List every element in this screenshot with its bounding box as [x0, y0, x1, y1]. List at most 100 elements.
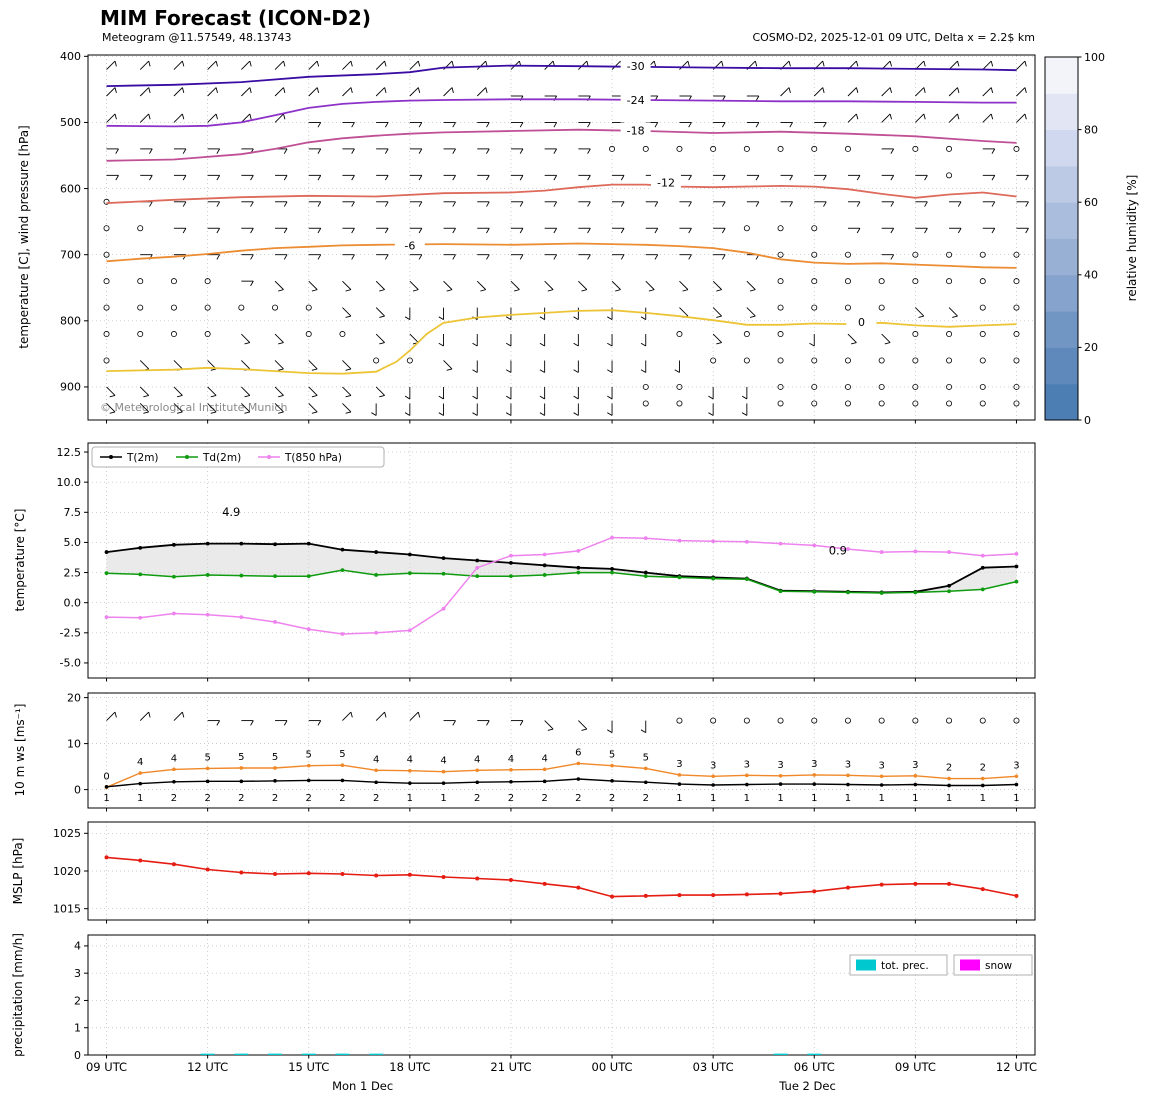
svg-text:4: 4 [541, 753, 547, 764]
svg-text:09 UTC: 09 UTC [895, 1060, 936, 1074]
svg-text:5: 5 [204, 752, 210, 763]
svg-text:-24: -24 [627, 94, 645, 107]
svg-text:1: 1 [912, 793, 918, 804]
svg-text:7.5: 7.5 [64, 506, 82, 519]
svg-text:-2.5: -2.5 [60, 627, 81, 640]
svg-text:3: 3 [676, 759, 682, 770]
svg-text:20: 20 [67, 691, 81, 704]
svg-text:0: 0 [103, 771, 109, 782]
x-axis-labels: 09 UTC 12 UTC 15 UTC 18 UTC 21 UTC 00 UTC 03 U… [86, 1060, 1037, 1093]
svg-text:1025: 1025 [53, 827, 81, 840]
series-wind max [106, 762, 1017, 788]
series-Td(2m) [106, 569, 1017, 594]
svg-text:09 UTC: 09 UTC [86, 1060, 127, 1074]
svg-text:2: 2 [204, 793, 210, 804]
svg-text:Td(2m): Td(2m) [202, 452, 241, 464]
svg-text:-5.0: -5.0 [60, 657, 81, 670]
svg-text:1: 1 [845, 793, 851, 804]
svg-text:1: 1 [878, 793, 884, 804]
svg-text:5: 5 [339, 749, 345, 760]
svg-text:40: 40 [1084, 269, 1098, 282]
panel-mslp: 1015 1020 1025 [53, 821, 1036, 924]
svg-text:10: 10 [67, 737, 81, 750]
svg-text:1: 1 [980, 793, 986, 804]
svg-text:2: 2 [339, 793, 345, 804]
svg-text:100: 100 [1084, 51, 1105, 64]
svg-text:0: 0 [74, 783, 81, 796]
svg-text:03 UTC: 03 UTC [693, 1060, 734, 1074]
svg-text:2: 2 [373, 793, 379, 804]
svg-text:3: 3 [1013, 760, 1019, 771]
svg-text:2: 2 [980, 763, 986, 774]
panel-upper-air: 400 500 600 700 800 900 -30 -24 -18 -12 -6 0 [60, 50, 1036, 424]
svg-text:0: 0 [1084, 414, 1091, 427]
svg-text:21 UTC: 21 UTC [490, 1060, 531, 1074]
svg-text:3: 3 [811, 759, 817, 770]
svg-text:2: 2 [609, 793, 615, 804]
svg-text:900: 900 [60, 381, 81, 394]
svg-text:3: 3 [912, 760, 918, 771]
contour--30 [106, 64, 1017, 87]
page-title: MIM Forecast (ICON-D2) [100, 6, 371, 30]
svg-text:1: 1 [676, 793, 682, 804]
svg-text:1: 1 [1013, 793, 1019, 804]
svg-text:5: 5 [306, 750, 312, 761]
contour--12 [106, 183, 1017, 204]
svg-text:6: 6 [575, 747, 581, 758]
svg-text:1: 1 [710, 793, 716, 804]
svg-text:Mon 1 Dec: Mon 1 Dec [332, 1079, 393, 1093]
annotation-4.9: 4.9 [222, 505, 240, 519]
svg-text:1: 1 [407, 793, 413, 804]
svg-text:T(2m): T(2m) [126, 452, 159, 464]
svg-text:Tue 2 Dec: Tue 2 Dec [778, 1079, 836, 1093]
svg-text:400: 400 [60, 50, 81, 63]
page-subtitle: Meteogram @11.57549, 48.13743 [102, 31, 292, 44]
panel-precipitation: 0 1 2 3 4 tot. prec. snow [74, 934, 1036, 1062]
svg-text:4: 4 [474, 754, 480, 765]
svg-text:3: 3 [74, 967, 81, 980]
svg-text:2: 2 [575, 793, 581, 804]
svg-text:06 UTC: 06 UTC [794, 1060, 835, 1074]
svg-text:0.0: 0.0 [64, 596, 82, 609]
series-mslp [106, 856, 1017, 898]
svg-text:18 UTC: 18 UTC [389, 1060, 430, 1074]
svg-text:600: 600 [60, 182, 81, 195]
svg-text:3: 3 [744, 759, 750, 770]
svg-text:15 UTC: 15 UTC [288, 1060, 329, 1074]
svg-text:12 UTC: 12 UTC [187, 1060, 228, 1074]
svg-text:3: 3 [710, 760, 716, 771]
dewpoint-spread-fill [106, 543, 1017, 593]
svg-text:T(850 hPa): T(850 hPa) [284, 452, 342, 464]
svg-text:2: 2 [508, 793, 514, 804]
svg-text:2: 2 [946, 763, 952, 774]
annotation-0.9: 0.9 [829, 543, 847, 557]
svg-text:1020: 1020 [53, 865, 81, 878]
svg-text:snow: snow [985, 960, 1013, 972]
contour-0 [106, 309, 1017, 375]
svg-text:4: 4 [407, 755, 413, 766]
svg-text:700: 700 [60, 248, 81, 261]
svg-text:00 UTC: 00 UTC [592, 1060, 633, 1074]
svg-text:4: 4 [508, 754, 514, 765]
svg-text:5.0: 5.0 [64, 536, 82, 549]
svg-text:3: 3 [845, 759, 851, 770]
svg-text:3: 3 [878, 760, 884, 771]
contour--6 [106, 242, 1017, 269]
colorbar-humidity: 0 20 40 60 80 100 [1044, 51, 1105, 427]
svg-text:1015: 1015 [53, 902, 81, 915]
svg-text:12.5: 12.5 [57, 446, 82, 459]
panel-temperature: 12.510.07.55.02.50.0-2.5-5.0T(2m) Td(2m) T… [57, 442, 1036, 682]
svg-text:2: 2 [306, 793, 312, 804]
svg-text:2.5: 2.5 [64, 566, 82, 579]
surface-wind-barbs [106, 711, 1020, 733]
svg-text:1: 1 [777, 793, 783, 804]
svg-text:1: 1 [811, 793, 817, 804]
svg-text:1: 1 [946, 793, 952, 804]
contour--18 [106, 128, 1017, 162]
series-T(850 hPa) [106, 536, 1017, 635]
svg-text:5: 5 [643, 752, 649, 763]
series-wind mean [106, 778, 1017, 788]
svg-text:5: 5 [238, 752, 244, 763]
svg-text:1: 1 [137, 793, 143, 804]
